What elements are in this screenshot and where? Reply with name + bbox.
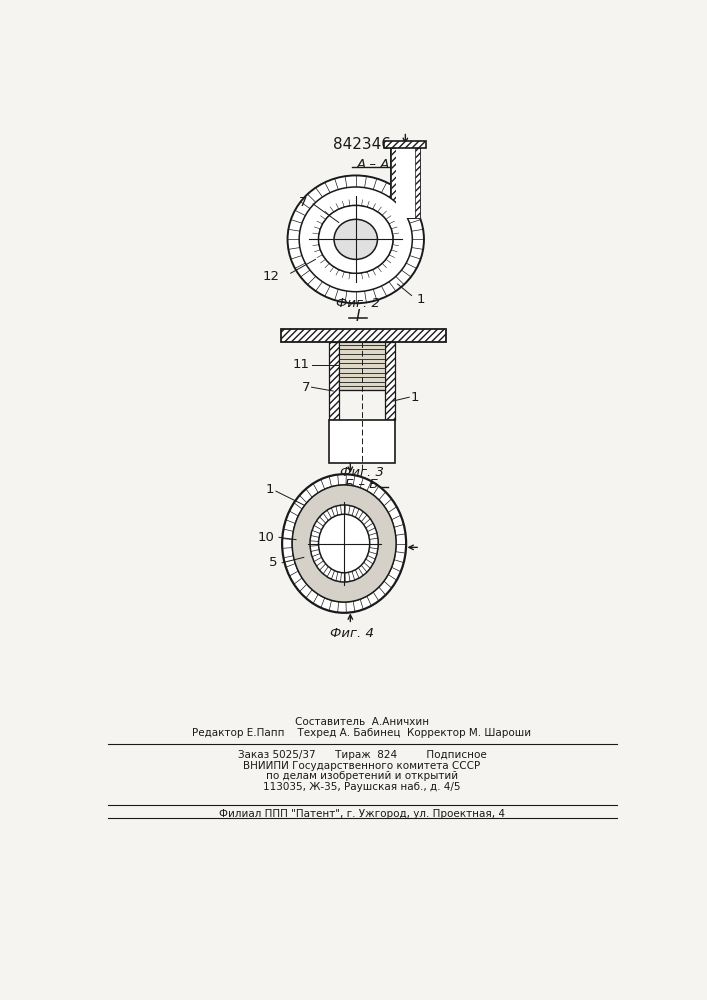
Text: Составитель  А.Аничхин: Составитель А.Аничхин: [295, 717, 429, 727]
Text: Заказ 5025/37      Тираж  824         Подписное: Заказ 5025/37 Тираж 824 Подписное: [238, 750, 486, 760]
Text: Фиг. 2: Фиг. 2: [336, 297, 380, 310]
Ellipse shape: [299, 187, 412, 292]
Text: А – А: А – А: [357, 158, 390, 172]
Text: Фиг. 3: Фиг. 3: [340, 466, 384, 480]
Ellipse shape: [319, 205, 393, 273]
Text: I: I: [356, 309, 361, 324]
Text: 7: 7: [299, 196, 308, 209]
Text: ВНИИПИ Государственного комитета СССР: ВНИИПИ Государственного комитета СССР: [243, 761, 481, 771]
Ellipse shape: [282, 474, 406, 613]
Bar: [385, 141, 426, 148]
Text: 5: 5: [269, 556, 277, 569]
Ellipse shape: [292, 485, 396, 602]
Ellipse shape: [310, 505, 378, 582]
Ellipse shape: [288, 175, 424, 303]
Bar: [281, 329, 446, 342]
Bar: [391, 148, 420, 218]
Ellipse shape: [319, 514, 370, 573]
Bar: [414, 148, 420, 218]
Text: 10: 10: [257, 531, 274, 544]
Bar: [329, 342, 339, 420]
Ellipse shape: [334, 219, 378, 259]
Text: 7: 7: [301, 381, 310, 394]
Text: Редактор Е.Папп    Техред А. Бабинец  Корректор М. Шароши: Редактор Е.Папп Техред А. Бабинец Коррек…: [192, 728, 532, 738]
Bar: [391, 148, 396, 218]
Bar: [385, 342, 395, 420]
Ellipse shape: [319, 205, 393, 273]
Text: Филиал ППП "Патент", г. Ужгород, ул. Проектная, 4: Филиал ППП "Патент", г. Ужгород, ул. Про…: [219, 809, 505, 819]
Text: 12: 12: [263, 270, 280, 283]
Text: Б – Б: Б – Б: [345, 478, 379, 491]
Ellipse shape: [292, 485, 396, 602]
Text: 113035, Ж-35, Раушская наб., д. 4/5: 113035, Ж-35, Раушская наб., д. 4/5: [263, 782, 461, 792]
Text: 1: 1: [416, 293, 425, 306]
Text: 1: 1: [266, 483, 274, 496]
Bar: [329, 420, 395, 463]
Text: по делам изобретений и открытий: по делам изобретений и открытий: [266, 771, 458, 781]
Text: 1: 1: [411, 391, 419, 404]
Text: Фиг. 4: Фиг. 4: [330, 627, 374, 640]
Text: 11: 11: [293, 358, 310, 371]
Bar: [396, 148, 414, 218]
Bar: [339, 342, 385, 389]
Text: 842346: 842346: [333, 137, 391, 152]
